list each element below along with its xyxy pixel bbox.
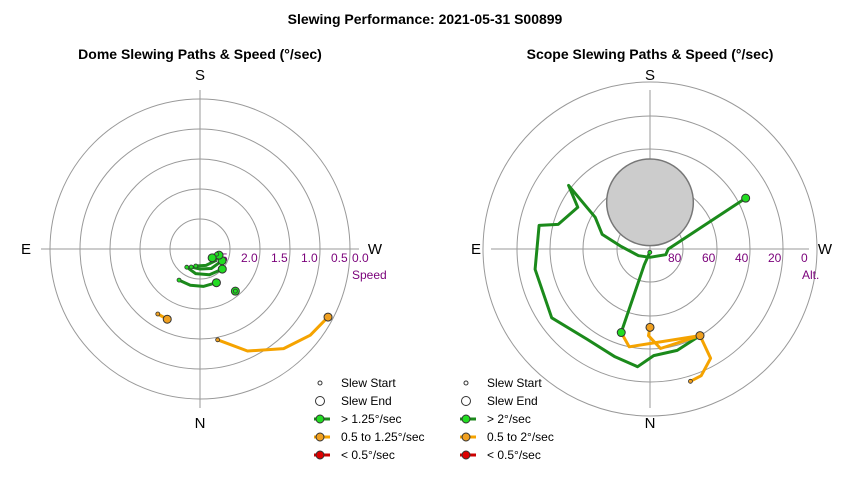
dome-cardinal-right: W	[368, 241, 383, 258]
dome-radial-tick-label: 2.0	[241, 251, 258, 265]
scope-legend-item: Slew End	[461, 394, 538, 408]
dome-polar-grid	[41, 90, 359, 408]
dome-legend-label: 0.5 to 1.25°/sec	[341, 430, 425, 444]
dome-slew-path	[185, 265, 224, 277]
legend-end-symbol	[315, 396, 325, 406]
dome-slew-end-marker	[217, 264, 227, 274]
dome-radial-tick-label: 0.5	[331, 251, 348, 265]
scope-polar-chart: Scope Slewing Paths & Speed (°/sec) S N …	[460, 46, 833, 462]
dome-slew-start-marker	[232, 288, 238, 294]
dome-chart-title: Dome Slewing Paths & Speed (°/sec)	[78, 46, 322, 62]
dome-legend-item: Slew Start	[317, 376, 396, 390]
dome-slew-end-marker	[162, 314, 172, 324]
scope-slew-end-marker	[695, 331, 705, 341]
legend-marker-symbol	[461, 432, 471, 442]
scope-legend-label: > 2°/sec	[487, 412, 531, 426]
dome-slew-start-marker	[176, 277, 182, 283]
legend-marker-symbol	[461, 414, 471, 424]
scope-exclusion-zone	[605, 158, 695, 247]
dome-slew-paths	[155, 250, 333, 353]
dome-legend-label: Slew End	[341, 394, 392, 408]
legend-marker-symbol	[461, 450, 471, 460]
dome-slew-start-marker	[193, 263, 199, 269]
legend-end-symbol	[461, 396, 471, 406]
scope-slew-path	[619, 331, 702, 349]
dome-radial-tick-label: 1.5	[271, 251, 288, 265]
dome-cardinal-left: E	[21, 241, 31, 258]
dome-slew-path	[216, 315, 330, 353]
dome-legend: Slew Start Slew End > 1.25°/sec 0.5 to 1.25…	[314, 376, 425, 462]
legend-marker-symbol	[315, 432, 325, 442]
scope-legend-label: Slew End	[487, 394, 538, 408]
scope-legend-label: Slew Start	[487, 376, 542, 390]
legend-marker-symbol	[315, 414, 325, 424]
scope-radial-tick-label: 40	[735, 251, 749, 265]
scope-radial-axis-label: Alt.	[802, 268, 819, 282]
dome-slew-path	[177, 278, 218, 288]
scope-cardinal-top: S	[645, 67, 655, 84]
scope-legend-label: 0.5 to 2°/sec	[487, 430, 554, 444]
dome-slew-end-marker	[207, 253, 217, 263]
dome-legend-item: > 1.25°/sec	[314, 412, 402, 426]
scope-slew-end-marker	[616, 328, 626, 338]
dome-legend-item: 0.5 to 1.25°/sec	[314, 430, 425, 444]
scope-radial-tick-label: 0	[801, 251, 808, 265]
scope-radial-tick-label: 60	[702, 251, 716, 265]
scope-legend-item: > 2°/sec	[460, 412, 531, 426]
scope-slew-end-marker	[645, 322, 655, 332]
dome-legend-label: < 0.5°/sec	[341, 448, 395, 462]
legend-marker-symbol	[315, 450, 325, 460]
dome-cardinal-top: S	[195, 67, 205, 84]
legend-start-symbol	[317, 380, 323, 386]
scope-cardinal-bottom: N	[645, 415, 656, 432]
dome-cardinal-bottom: N	[195, 415, 206, 432]
legend-start-symbol	[463, 380, 469, 386]
scope-slew-end-marker	[741, 193, 751, 203]
scope-radial-ticks: 80 60 40 20 0	[668, 251, 808, 265]
dome-legend-item: Slew End	[315, 394, 392, 408]
scope-legend: Slew Start Slew End > 2°/sec 0.5 to 2°/sec <…	[460, 376, 554, 462]
dome-slew-start-marker	[215, 337, 221, 343]
dome-slew-start-marker	[188, 264, 194, 270]
scope-slew-paths	[533, 158, 751, 384]
dome-legend-label: > 1.25°/sec	[341, 412, 402, 426]
dome-radial-tick-label: 0.0	[352, 251, 369, 265]
scope-cardinal-left: E	[471, 241, 481, 258]
dome-radial-axis-label: Speed	[352, 268, 387, 282]
scope-chart-title: Scope Slewing Paths & Speed (°/sec)	[527, 46, 774, 62]
scope-legend-item: < 0.5°/sec	[460, 448, 541, 462]
dome-legend-label: Slew Start	[341, 376, 396, 390]
scope-radial-tick-label: 80	[668, 251, 682, 265]
figure-title: Slewing Performance: 2021-05-31 S00899	[288, 11, 563, 27]
scope-slew-start-marker	[647, 249, 653, 255]
scope-slew-path	[619, 250, 652, 334]
dome-polar-chart: Dome Slewing Paths & Speed (°/sec) S N E…	[21, 46, 425, 462]
dome-radial-tick-label: 1.0	[301, 251, 318, 265]
scope-grid-ring	[482, 81, 818, 417]
dome-slew-start-marker	[155, 311, 161, 317]
dome-slew-start-marker	[214, 251, 220, 257]
scope-legend-item: Slew Start	[463, 376, 542, 390]
dome-legend-item: < 0.5°/sec	[314, 448, 395, 462]
scope-slew-start-marker	[688, 378, 693, 384]
scope-radial-tick-label: 20	[768, 251, 782, 265]
dome-slew-end-marker	[211, 278, 221, 288]
scope-cardinal-right: W	[818, 241, 833, 258]
scope-legend-label: < 0.5°/sec	[487, 448, 541, 462]
scope-polar-grid	[482, 81, 818, 417]
scope-legend-item: 0.5 to 2°/sec	[460, 430, 554, 444]
dome-slew-end-marker	[323, 312, 333, 322]
dome-slew-start-marker	[184, 264, 190, 270]
